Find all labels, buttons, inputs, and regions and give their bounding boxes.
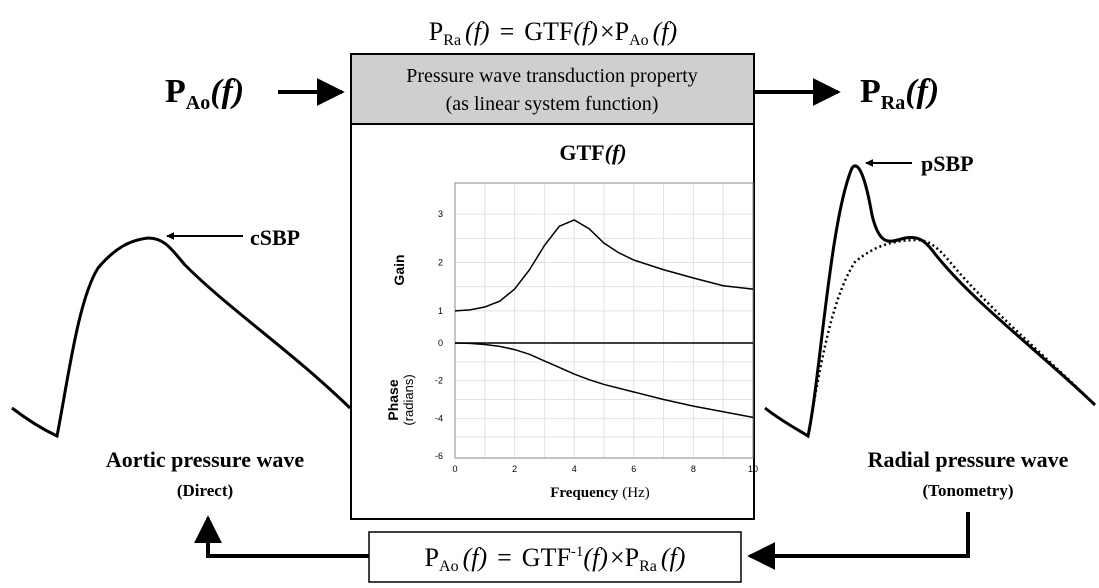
gain-tick-label: 3: [438, 209, 443, 219]
plot-frame: [454, 182, 754, 459]
psbp-label: pSBP: [921, 151, 974, 176]
phase-tick-label: 0: [438, 338, 443, 348]
x-tick-label: 6: [631, 464, 636, 474]
phase-tick-label: -4: [435, 413, 443, 423]
gain-axis-label: Gain: [391, 254, 407, 285]
gain-series-line: [454, 219, 754, 312]
radial-wave-dotted: [806, 238, 1096, 437]
output-label: PRa(f): [860, 73, 939, 114]
x-tick-label: 10: [748, 464, 758, 474]
radial-wave-title: Radial pressure wave: [868, 447, 1069, 472]
gain-tick-labels: 1 2 3: [438, 209, 443, 316]
phase-series-line: [454, 342, 754, 419]
gain-tick-label: 1: [438, 306, 443, 316]
top-equation: PRa (f) = GTF(f)×PAo (f): [429, 17, 677, 49]
phase-axis-label: Phase: [385, 379, 401, 420]
x-tick-labels: 0 2 4 6 8 10: [452, 464, 758, 474]
phase-tick-label: -6: [435, 451, 443, 461]
x-axis-label: Frequency (Hz): [550, 485, 650, 501]
csbp-label: cSBP: [250, 225, 300, 250]
feedback-arrow-right: [747, 512, 970, 570]
header-line-1: Pressure wave transduction property: [406, 65, 698, 87]
x-tick-label: 0: [452, 464, 457, 474]
phase-tick-labels: 0 -2 -4 -6: [435, 338, 443, 461]
aortic-wave-title: Aortic pressure wave: [106, 447, 305, 472]
x-tick-label: 8: [691, 464, 696, 474]
feedback-arrow-left: [194, 515, 370, 558]
header-line-2: (as linear system function): [446, 93, 659, 115]
radial-wave: [764, 164, 1097, 439]
aortic-wave-subtitle: (Direct): [177, 481, 233, 500]
bottom-equation: PAo (f) = GTF-1(f)×PRa (f): [425, 543, 686, 575]
phase-tick-label: -2: [435, 376, 443, 386]
phase-unit-label: (radians): [401, 374, 416, 425]
gtf-title: GTF(f): [559, 140, 626, 165]
bottom-equation-box: [368, 531, 742, 583]
aortic-wave: [11, 236, 352, 439]
x-tick-label: 4: [572, 464, 577, 474]
center-box-header: [350, 53, 755, 125]
gain-tick-label: 2: [438, 258, 443, 268]
radial-wave-subtitle: (Tonometry): [923, 481, 1014, 500]
input-label: PAo(f): [165, 73, 244, 114]
x-tick-label: 2: [512, 464, 517, 474]
